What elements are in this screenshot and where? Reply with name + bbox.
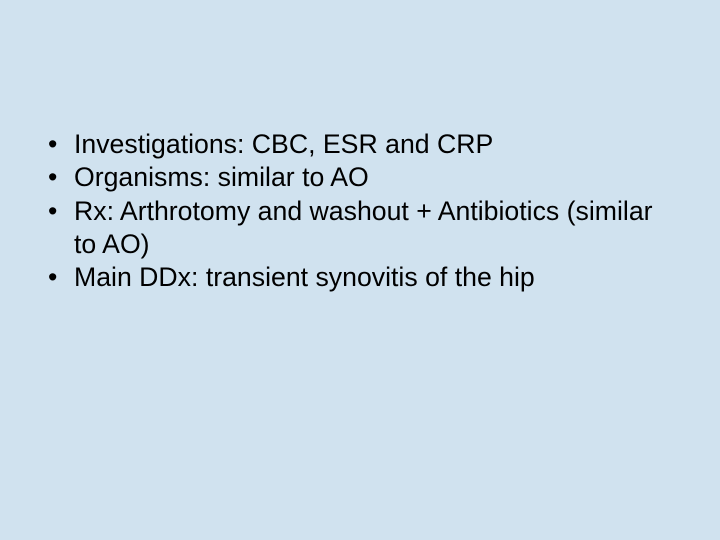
list-item-text: Organisms: similar to AO (74, 162, 369, 192)
list-item: Investigations: CBC, ESR and CRP (42, 128, 662, 161)
list-item-text: Main DDx: transient synovitis of the hip (74, 262, 535, 292)
bullet-list: Investigations: CBC, ESR and CRP Organis… (42, 128, 662, 295)
list-item: Rx: Arthrotomy and washout + Antibiotics… (42, 195, 662, 262)
content-block: Investigations: CBC, ESR and CRP Organis… (42, 128, 662, 295)
slide: Investigations: CBC, ESR and CRP Organis… (0, 0, 720, 540)
list-item: Organisms: similar to AO (42, 161, 662, 194)
list-item-text: Investigations: CBC, ESR and CRP (74, 129, 493, 159)
list-item: Main DDx: transient synovitis of the hip (42, 261, 662, 294)
list-item-text: Rx: Arthrotomy and washout + Antibiotics… (74, 196, 653, 259)
